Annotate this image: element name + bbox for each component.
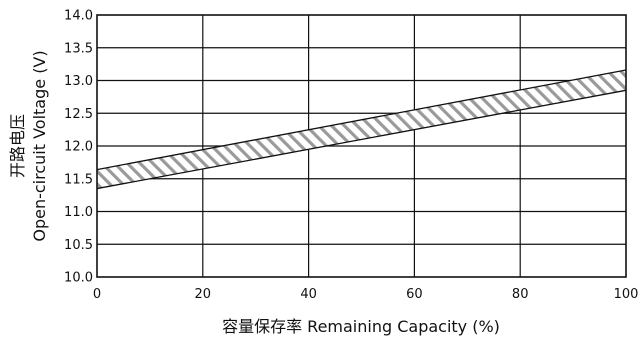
y-tick-label: 12.0 — [64, 140, 93, 155]
y-axis-label-cn: 开路电压 — [8, 114, 27, 178]
y-tick-labels: 10.0 10.5 11.0 11.5 12.0 12.5 13.0 13.5 14.0 — [64, 9, 93, 286]
x-tick-label: 0 — [93, 287, 101, 302]
plot-frame — [96, 14, 627, 278]
y-tick-label: 11.0 — [64, 205, 93, 220]
y-axis-label-en: Open-circuit Voltage (V) — [30, 50, 49, 241]
y-tick-label: 13.5 — [64, 41, 93, 56]
y-tick-label: 13.0 — [64, 74, 93, 89]
x-tick-label: 20 — [195, 287, 212, 302]
band-lower-line — [96, 89, 627, 190]
x-tick-labels: 0 20 40 60 80 100 — [93, 287, 639, 302]
x-tick-label: 100 — [614, 287, 639, 302]
grid — [97, 15, 626, 277]
band-upper-line — [96, 69, 627, 171]
y-tick-label: 10.0 — [64, 271, 93, 286]
y-tick-label: 10.5 — [64, 238, 93, 253]
y-tick-label: 14.0 — [64, 9, 93, 24]
x-axis-label: 容量保存率 Remaining Capacity (%) — [222, 317, 500, 336]
band-fill — [97, 70, 626, 189]
plot-border — [96, 14, 627, 278]
x-tick-label: 60 — [406, 287, 423, 302]
x-tick-label: 80 — [512, 287, 529, 302]
y-tick-label: 12.5 — [64, 107, 93, 122]
y-tick-label: 11.5 — [64, 172, 93, 187]
voltage-band — [96, 69, 627, 190]
x-tick-label: 40 — [300, 287, 317, 302]
